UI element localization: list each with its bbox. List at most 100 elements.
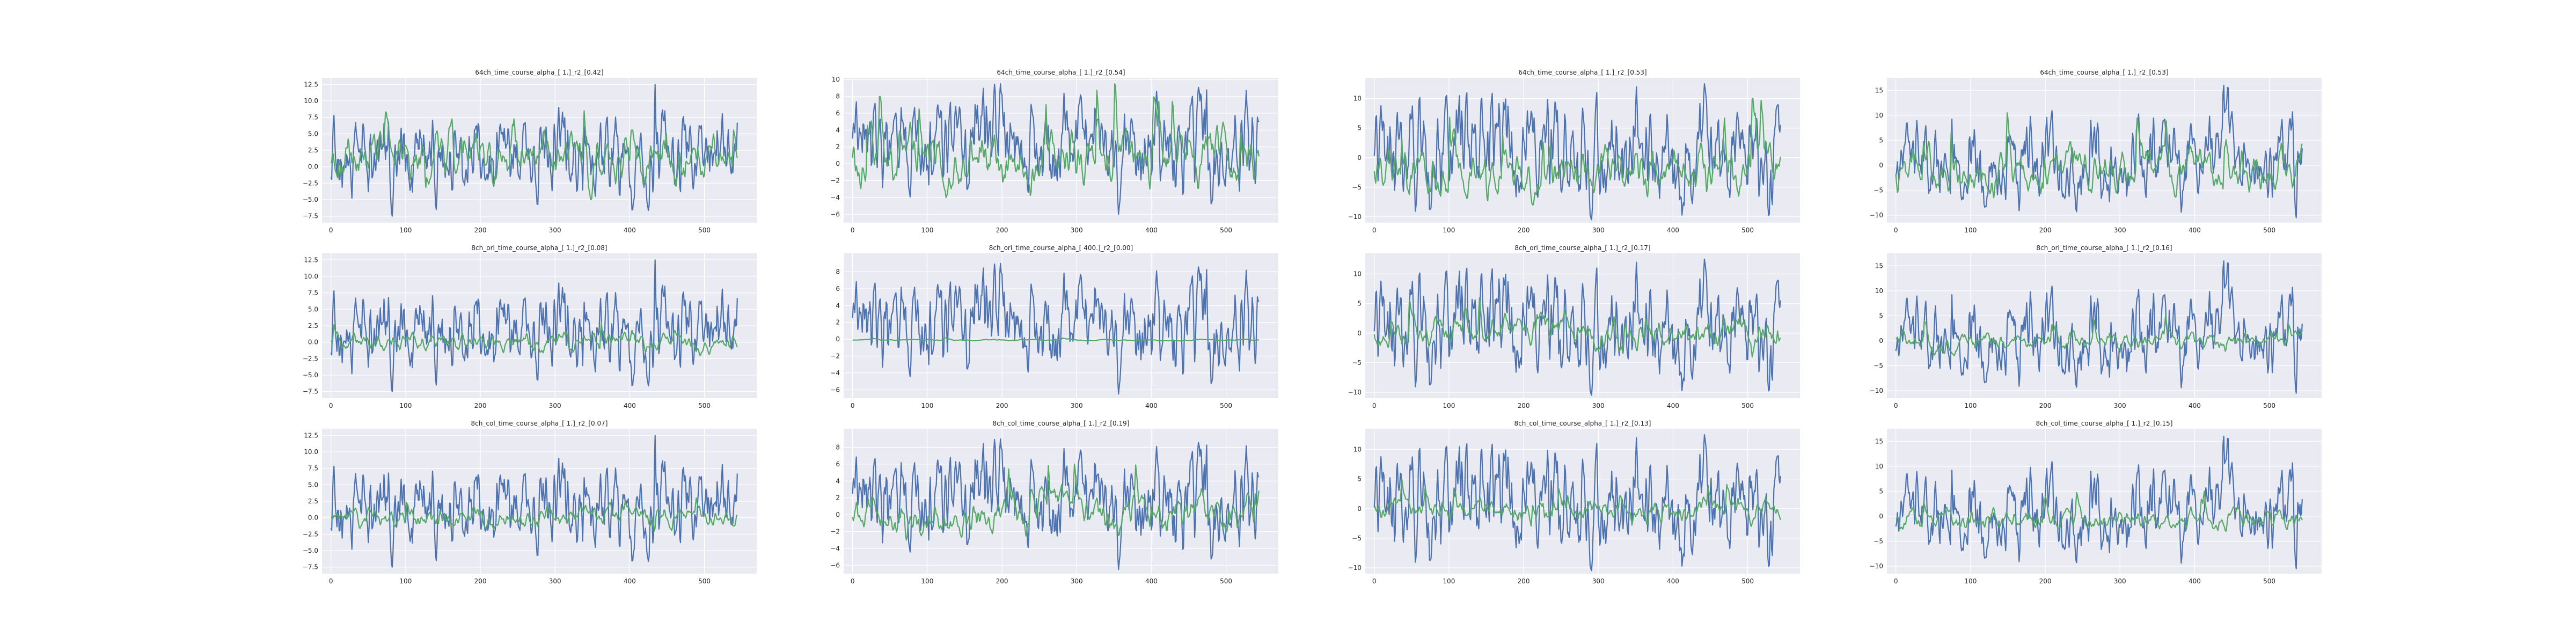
series-line-blue: [852, 83, 1260, 215]
plot-area: [1887, 429, 2322, 574]
y-tick-label: 0.0: [308, 339, 318, 346]
x-tick-label: 300: [549, 402, 561, 409]
x-tick-label: 200: [1518, 226, 1530, 234]
series-line-green: [1373, 478, 1781, 527]
series-line-blue: [330, 259, 738, 392]
y-tick-label: −6: [830, 386, 840, 393]
x-tick-label: 400: [2189, 577, 2201, 585]
subplot-3: 0 100 200 300 400 500 −10 −5 0 5 10 64ch_time_cours…: [1348, 69, 1800, 234]
subplot-2: 0 100 200 300 400 500 −6 −4 −2 0 2 4 6 8 10 64ch_time_c…: [830, 69, 1278, 234]
x-tick-label: 300: [549, 577, 561, 585]
x-tick-label: 300: [549, 226, 561, 234]
x-tick-label: 0: [1372, 226, 1377, 234]
subplot-title: 8ch_col_time_course_alpha_[ 1.]_r2_[0.13…: [1514, 420, 1651, 427]
y-tick-label: 10: [1875, 112, 1883, 119]
subplot-6: 0 100 200 300 400 500 −6 −4 −2 0 2 4 6 8 8ch_ori_time_…: [830, 244, 1278, 409]
y-tick-label: 6: [836, 109, 840, 117]
x-tick-label: 100: [921, 226, 933, 234]
y-tick-label: 0: [836, 511, 840, 518]
y-tick-label: −6: [830, 210, 840, 218]
subplot-10: 0 100 200 300 400 500 −6 −4 −2 0 2 4 6 8 8ch_col_time_…: [830, 420, 1278, 585]
x-tick-label: 400: [1667, 226, 1679, 234]
x-tick-label: 300: [1592, 226, 1605, 234]
y-tick-label: 0: [1357, 505, 1362, 513]
y-tick-label: 5.0: [308, 305, 318, 313]
subplot-title: 8ch_ori_time_course_alpha_[ 1.]_r2_[0.08…: [471, 244, 607, 252]
subplot-5: 0 100 200 300 400 500 −7.5 −5.0 −2.5 0.0 2.5 5.0 7.5…: [303, 244, 757, 409]
x-tick-label: 0: [1894, 402, 1898, 409]
y-tick-label: −2: [830, 528, 840, 536]
x-tick-label: 200: [996, 577, 1008, 585]
plot-area: [1365, 78, 1800, 223]
y-tick-label: −10: [1870, 211, 1883, 219]
x-tick-label: 400: [1667, 402, 1679, 409]
y-tick-label: 8: [836, 444, 840, 451]
y-tick-label: 10: [1875, 287, 1883, 295]
x-tick-label: 0: [1372, 577, 1377, 585]
y-tick-label: 12.5: [304, 80, 318, 88]
y-tick-label: 8: [836, 93, 840, 100]
y-tick-label: −6: [830, 561, 840, 569]
y-tick-label: 5.0: [308, 130, 318, 137]
y-tick-label: 10: [1353, 446, 1362, 453]
subplot-9: 0 100 200 300 400 500 −7.5 −5.0 −2.5 0.0 2.5 5.0 7.5…: [303, 420, 757, 585]
y-tick-label: 5.0: [308, 481, 318, 488]
x-tick-label: 400: [1667, 577, 1679, 585]
x-tick-label: 300: [1071, 402, 1083, 409]
y-tick-label: 0: [1879, 162, 1883, 169]
y-tick-label: −5: [1352, 184, 1362, 191]
y-tick-label: 5: [1357, 125, 1362, 132]
plot-area: [1365, 429, 1800, 574]
series-line-blue: [330, 435, 738, 568]
subplot-title: 8ch_col_time_course_alpha_[ 1.]_r2_[0.07…: [471, 420, 608, 427]
x-tick-label: 300: [1592, 577, 1605, 585]
y-tick-label: 5: [1879, 136, 1883, 144]
x-tick-label: 100: [1443, 577, 1455, 585]
y-tick-label: 0: [1357, 154, 1362, 162]
x-tick-label: 500: [2263, 226, 2275, 234]
y-tick-label: −10: [1348, 564, 1362, 572]
y-tick-label: 8: [836, 268, 840, 276]
x-tick-label: 0: [851, 226, 855, 234]
y-tick-label: 10: [832, 76, 840, 83]
subplot-title: 8ch_col_time_course_alpha_[ 1.]_r2_[0.15…: [2036, 420, 2173, 427]
series-line-green: [852, 463, 1260, 541]
series-line-green: [1896, 315, 2303, 357]
x-tick-label: 500: [1741, 402, 1754, 409]
x-tick-label: 300: [1071, 577, 1083, 585]
subplot-title: 64ch_time_course_alpha_[ 1.]_r2_[0.53]: [2040, 69, 2168, 76]
y-tick-label: 2.5: [308, 497, 318, 505]
x-tick-label: 100: [399, 226, 412, 234]
x-tick-label: 200: [474, 577, 487, 585]
x-tick-label: 0: [851, 402, 855, 409]
subplot-4: 0 100 200 300 400 500 −10 −5 0 5 10 15 64ch_time_cou…: [1870, 69, 2322, 234]
subplot-1: 0 100 200 300 400 500 −7.5 −5.0 −2.5 0.0 2.5 5.0 7.5…: [303, 69, 757, 234]
x-tick-label: 200: [2039, 226, 2052, 234]
y-tick-label: 10.0: [304, 448, 318, 456]
y-tick-label: −5: [1874, 186, 1883, 194]
x-tick-label: 300: [2114, 402, 2126, 409]
x-tick-label: 200: [474, 402, 487, 409]
y-tick-label: −7.5: [303, 213, 318, 220]
y-tick-label: −5: [1874, 362, 1883, 369]
x-tick-label: 500: [1741, 577, 1754, 585]
x-tick-label: 400: [1145, 577, 1158, 585]
y-tick-label: 5: [1879, 312, 1883, 319]
x-tick-label: 400: [2189, 226, 2201, 234]
x-tick-label: 500: [2263, 577, 2275, 585]
y-tick-label: 0: [1879, 513, 1883, 520]
x-tick-label: 100: [1443, 402, 1455, 409]
y-tick-label: 2: [836, 319, 840, 326]
x-tick-label: 500: [1220, 226, 1232, 234]
x-tick-label: 300: [2114, 226, 2126, 234]
y-tick-label: 5: [1357, 300, 1362, 308]
subplot-title: 8ch_ori_time_course_alpha_[ 1.]_r2_[0.16…: [2036, 244, 2172, 252]
series-line-green: [1373, 297, 1781, 358]
x-tick-label: 200: [474, 226, 487, 234]
x-tick-label: 100: [1964, 226, 1977, 234]
x-tick-label: 500: [2263, 402, 2275, 409]
x-tick-label: 400: [624, 402, 636, 409]
x-tick-label: 100: [1443, 226, 1455, 234]
y-tick-label: 15: [1875, 86, 1883, 94]
